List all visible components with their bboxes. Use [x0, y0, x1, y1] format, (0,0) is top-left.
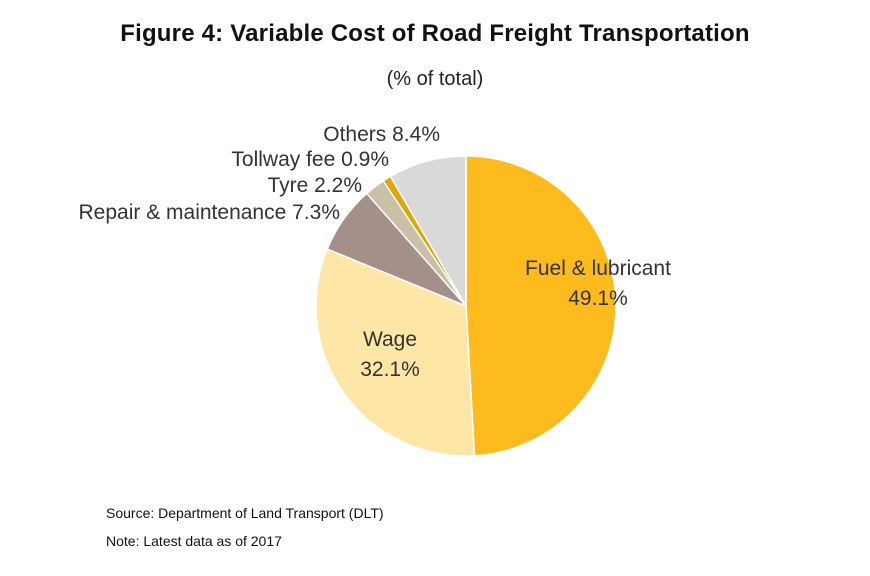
source-note: Source: Department of Land Transport (DL… [106, 505, 384, 521]
slice-label-tollway-fee: Tollway fee 0.9% [231, 148, 389, 171]
slice-label-wage: Wage [363, 328, 417, 351]
data-note: Note: Latest data as of 2017 [106, 533, 282, 549]
chart-title: Figure 4: Variable Cost of Road Freight … [120, 20, 750, 47]
chart-subtitle: (% of total) [386, 68, 484, 90]
pie-slice-wage [315, 248, 476, 457]
slice-label-repair-maintenance: Repair & maintenance 7.3% [79, 201, 341, 224]
slice-value-fuel-lubricant: 49.1% [568, 287, 628, 310]
slice-label-tyre: Tyre 2.2% [267, 174, 362, 197]
pie-slice-others [389, 155, 467, 309]
slice-label-fuel-lubricant: Fuel & lubricant [525, 257, 671, 280]
slice-label-others: Others 8.4% [323, 123, 440, 146]
pie-slice-fuel-lubricant [465, 155, 617, 457]
slice-value-wage: 32.1% [360, 358, 420, 381]
